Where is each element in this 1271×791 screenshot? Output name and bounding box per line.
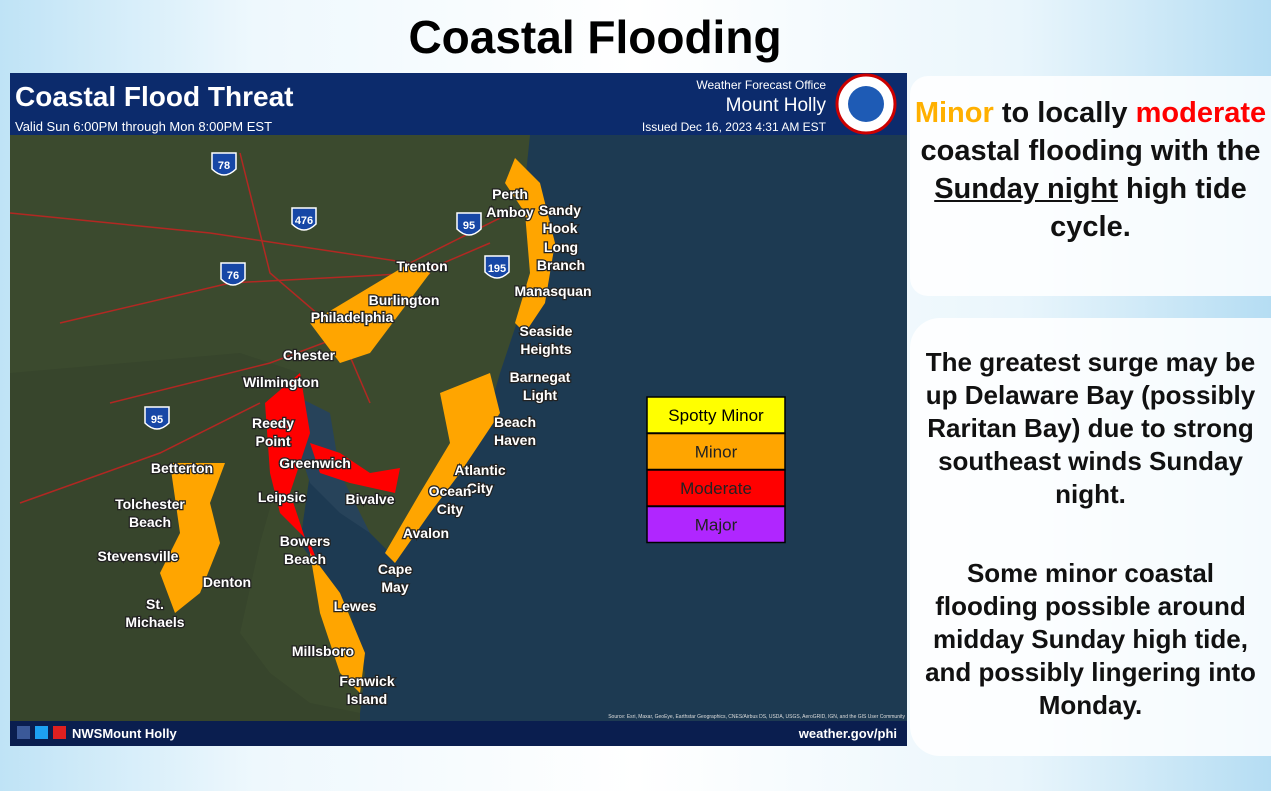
footer-band [10,721,907,746]
place-label: Tolchester [115,496,185,512]
place-label: Amboy [486,204,534,220]
headline-segment: Sunday night [934,173,1118,205]
place-label: Bowers [280,533,331,549]
place-label: Greenwich [279,455,351,471]
source-credit: Source: Esri, Maxar, GeoEye, Earthstar G… [608,714,905,720]
place-label: Barnegat [510,369,571,385]
place-label: Wilmington [243,374,319,390]
youtube-icon[interactable] [53,726,66,739]
legend-label: Minor [695,443,738,462]
headline-segment: moderate [1135,97,1267,129]
place-label: Atlantic [454,462,506,478]
place-label: Seaside [520,323,573,339]
place-label: Chester [283,347,336,363]
legend-label: Spotty Minor [668,406,764,425]
place-label: Burlington [369,292,440,308]
interstate-shield [144,406,170,430]
map-title: Coastal Flood Threat [15,81,293,112]
place-label: Beach [129,514,171,530]
social-handle: NWSMount Holly [72,726,177,741]
interstate-shield [220,262,246,286]
interstate-shield [484,255,510,279]
office-label: Weather Forecast Office [696,78,826,92]
shield-number: 195 [488,263,506,275]
place-label: Bivalve [345,491,394,507]
details-panel: The greatest surge may be up Delaware Ba… [910,318,1271,756]
place-label: Sandy [539,202,581,218]
flood-areas [160,158,555,693]
place-label: Beach [284,551,326,567]
place-label: Long [544,239,578,255]
place-label: St. [146,596,164,612]
place-label: Leipsic [258,489,306,505]
place-label: Light [523,387,558,403]
place-label: Heights [520,341,572,357]
place-label: Island [347,691,387,707]
place-label: May [381,579,408,595]
map: Coastal Flood Threat Valid Sun 6:00PM th… [10,73,907,746]
nws-logo-inner [848,86,884,122]
headline-segment: to locally [993,97,1136,129]
headline-segment: high tide cycle. [1050,173,1247,243]
shield-number: 95 [151,414,163,426]
interstate-shield [456,212,482,236]
facebook-icon[interactable] [17,726,30,739]
twitter-icon[interactable] [35,726,48,739]
place-label: Trenton [396,258,447,274]
shield-number: 76 [227,270,239,282]
place-label: Manasquan [514,283,591,299]
legend-swatch [646,432,786,471]
place-label: Millsboro [292,643,354,659]
place-label: Ocean [429,483,472,499]
office-name: Mount Holly [726,95,827,116]
detail-paragraph: Some minor coastal flooding possible aro… [925,558,1256,720]
place-label: Cape [378,561,412,577]
place-label: Reedy [252,415,294,431]
legend-swatch [646,396,786,434]
slide-title: Coastal Flooding [408,11,782,63]
place-label: Fenwick [339,673,394,689]
place-label: Hook [543,220,578,236]
header-band [10,73,907,135]
website: weather.gov/phi [798,726,897,741]
place-label: Perth [492,186,528,202]
place-label: Lewes [334,598,377,614]
place-label: Michaels [125,614,184,630]
headline-panel: Minor to locally moderate coastal floodi… [910,76,1271,296]
place-label: Haven [494,432,536,448]
detail-paragraph: The greatest surge may be up Delaware Ba… [925,347,1256,509]
valid-time: Valid Sun 6:00PM through Mon 8:00PM EST [15,119,272,134]
legend-swatch [646,505,786,544]
place-label: Stevensville [98,548,179,564]
place-label: Philadelphia [311,309,394,325]
place-label: Betterton [151,460,213,476]
place-label: City [467,480,494,496]
place-label: City [437,501,464,517]
place-label: Point [256,433,291,449]
issued-time: Issued Dec 16, 2023 4:31 AM EST [642,120,827,134]
shield-number: 95 [463,220,475,232]
legend-label: Moderate [680,479,752,498]
shield-number: 476 [295,215,313,227]
interstate-shield [211,152,237,176]
shield-number: 78 [218,160,230,172]
headline-segment: coastal flooding with the [920,135,1261,167]
roads [10,152,511,504]
legend-label: Major [695,516,738,535]
place-label: Avalon [403,525,449,541]
place-label: Denton [203,574,251,590]
interstate-shield [291,207,317,231]
place-label: Beach [494,414,536,430]
headline-segment: Minor [914,97,994,129]
legend-swatch [646,469,786,507]
place-label: Branch [537,257,585,273]
